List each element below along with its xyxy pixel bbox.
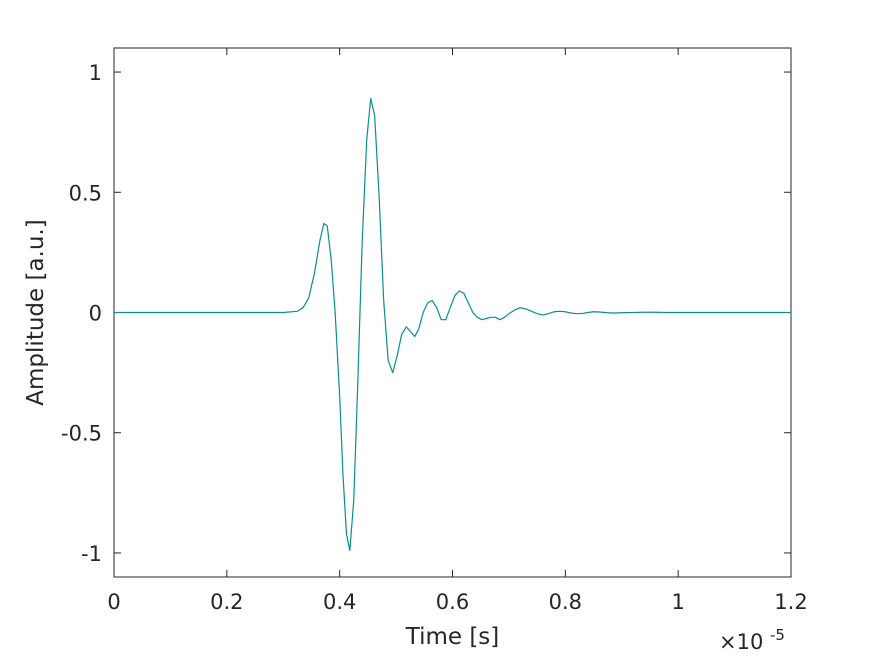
y-axis-label: Amplitude [a.u.] <box>23 219 49 405</box>
y-tick-label: 1 <box>89 61 102 85</box>
y-tick-label: -1 <box>81 542 102 566</box>
x-axis-ticks: 0 0.2 0.4 0.6 0.8 1 1.2 <box>107 48 808 614</box>
x-tick-label: 0 <box>107 590 120 614</box>
x-tick-label: 0.6 <box>436 590 469 614</box>
x-tick-label: 0.4 <box>323 590 356 614</box>
x-tick-label: 1.2 <box>774 590 807 614</box>
x-axis-multiplier-exponent: -5 <box>770 626 785 644</box>
x-tick-label: 1 <box>671 590 684 614</box>
y-axis-ticks: -1 -0.5 0 0.5 1 <box>61 61 791 566</box>
x-axis-multiplier-base: ×10 <box>719 630 763 654</box>
x-axis-multiplier: ×10 -5 <box>719 626 785 654</box>
y-tick-label: -0.5 <box>61 422 102 446</box>
plot-area: 0 0.2 0.4 0.6 0.8 1 1.2 -1 -0.5 0 0.5 1 <box>61 47 808 614</box>
y-tick-label: 0 <box>89 302 102 326</box>
x-axis-label: Time [s] <box>405 624 500 650</box>
x-tick-label: 0.8 <box>549 590 582 614</box>
y-tick-label: 0.5 <box>69 181 102 205</box>
signal-line <box>114 97 791 552</box>
x-tick-label: 0.2 <box>210 590 243 614</box>
